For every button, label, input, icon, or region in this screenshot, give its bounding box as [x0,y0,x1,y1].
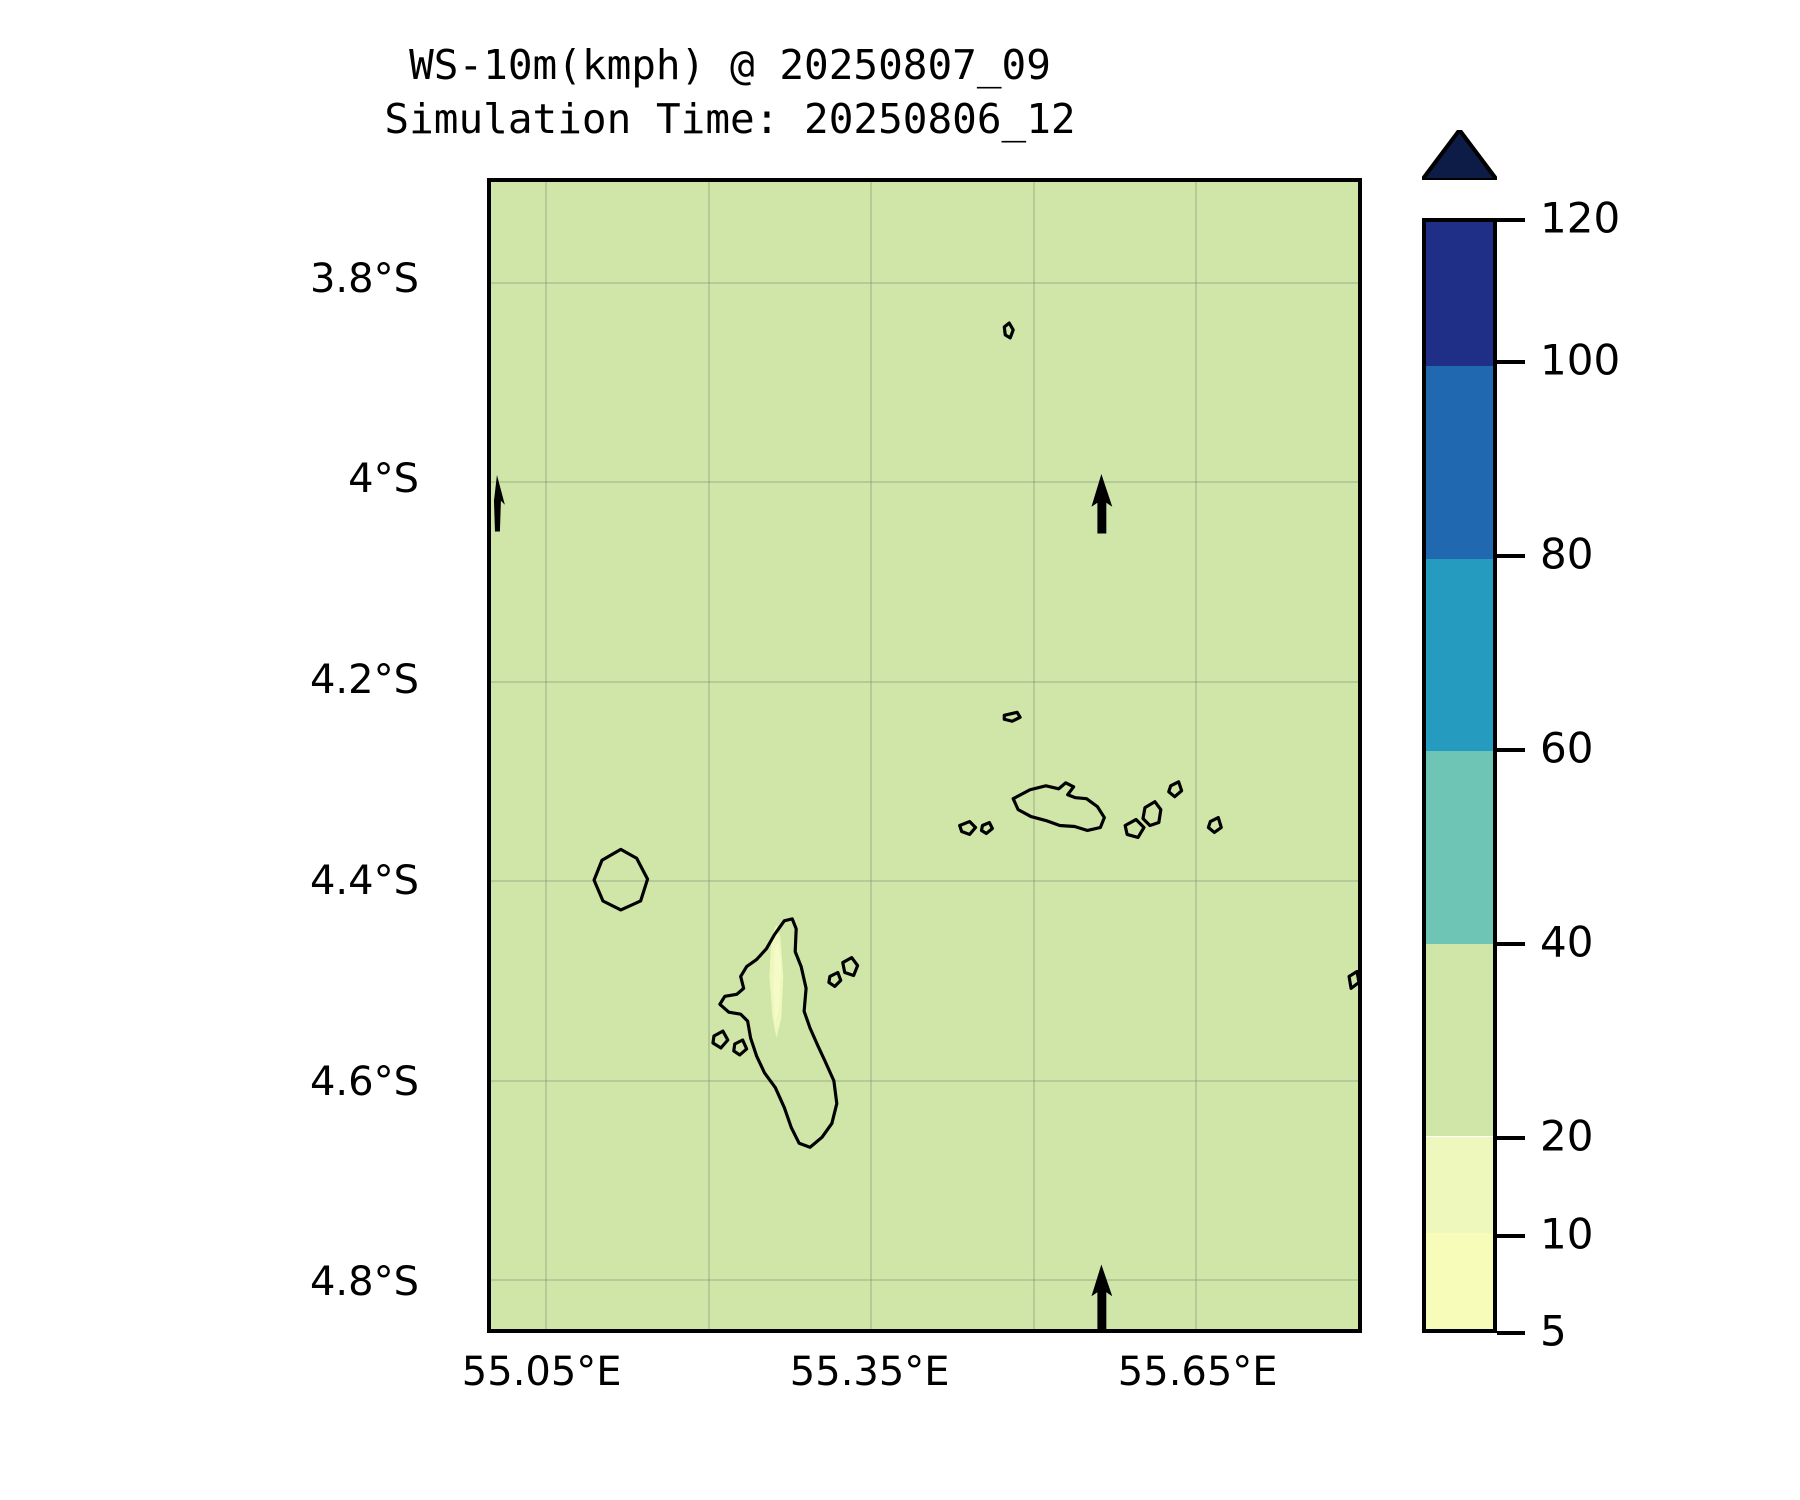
wind-arrow [493,474,505,532]
wind-arrow [1091,1264,1113,1329]
xtick-label: 55.65°E [1117,1349,1278,1395]
colorbar-tick [1497,554,1525,558]
colorbar-tick [1497,218,1525,222]
island-outline-islet [711,1029,730,1050]
colorbar-tick [1497,360,1525,364]
contour-patch-low-wind [773,941,782,1023]
island-outline-north-islet [1002,321,1015,340]
gridline-horizontal [491,680,1358,683]
colorbar-band-5-10 [1426,1232,1493,1329]
island-outline-praslin [1011,781,1106,833]
gridline-vertical [545,182,548,1329]
island-outline-islet [1123,817,1146,840]
wind-vector-layer [493,473,1113,1329]
colorbar-band-40-60 [1426,751,1493,944]
colorbar-label-80: 80 [1540,529,1594,579]
ytick-label: 4.4°S [309,858,419,904]
wind-arrow [1091,473,1113,534]
colorbar-label-120: 120 [1540,193,1621,243]
island-outline-islet [958,819,978,837]
chart-title: WS-10m(kmph) @ 20250807_09 Simulation Ti… [0,38,1460,146]
ytick-label: 4°S [348,456,419,502]
ytick-label: 3.8°S [309,255,419,302]
colorbar-tick [1497,1136,1525,1140]
colorbar-label-60: 60 [1540,723,1594,773]
ytick-label: 4.6°S [309,1058,419,1105]
gridline-horizontal [491,481,1358,484]
gridline-vertical [1032,182,1035,1329]
ytick-label: 4.8°S [309,1259,419,1305]
gridline-horizontal [491,281,1358,284]
colorbar-tick [1497,1234,1525,1238]
gridline-vertical [707,182,710,1329]
island-outline-islet [1347,969,1358,990]
island-outline-mahe [718,917,839,1149]
island-outline-islet [841,956,860,978]
colorbar-tick [1497,748,1525,752]
island-outline-islet [979,820,994,836]
colorbar-band-10-20 [1426,1136,1493,1233]
island-outline-islet [732,1038,749,1057]
colorbar-label-10: 10 [1540,1209,1594,1259]
gridline-vertical [870,182,873,1329]
colorbar-gradient [1422,218,1497,1333]
colorbar-extend-arrow-icon [1422,130,1497,180]
gridline-horizontal [491,1279,1358,1282]
colorbar-label-5: 5 [1540,1306,1567,1356]
island-outline-islet [1206,815,1223,835]
title-line-2: Simulation Time: 20250806_12 [384,95,1076,144]
colorbar-band-100-120 [1426,222,1493,367]
contour-patch-group [769,924,784,1039]
colorbar-label-40: 40 [1540,917,1594,967]
colorbar-band-60-80 [1426,558,1493,752]
island-outline-islet [827,970,843,988]
colorbar-tick [1497,942,1525,946]
island-outline-silhouette [592,847,650,912]
xtick-label: 55.35°E [789,1349,950,1395]
coastline-layer [493,321,1358,1329]
gridline-horizontal [491,880,1358,883]
island-outline-la-digue [1141,800,1163,828]
colorbar-tick [1497,1331,1525,1335]
colorbar[interactable]: 5 10 20 40 60 80 100 120 [1422,130,1752,1356]
island-outline-islet [1167,780,1184,799]
gridline-vertical [1195,182,1198,1329]
gridline-horizontal [491,1079,1358,1082]
xtick-label: 55.05°E [461,1349,622,1395]
map-axes[interactable] [487,178,1362,1333]
title-line-1: WS-10m(kmph) @ 20250807_09 [409,41,1051,89]
colorbar-label-20: 20 [1540,1111,1594,1161]
ytick-label: 4.2°S [309,657,419,703]
colorbar-band-80-100 [1426,366,1493,559]
colorbar-label-100: 100 [1540,335,1621,385]
island-outline-islet [1002,710,1022,723]
colorbar-band-20-40 [1426,943,1493,1137]
map-canvas [491,182,1358,1329]
